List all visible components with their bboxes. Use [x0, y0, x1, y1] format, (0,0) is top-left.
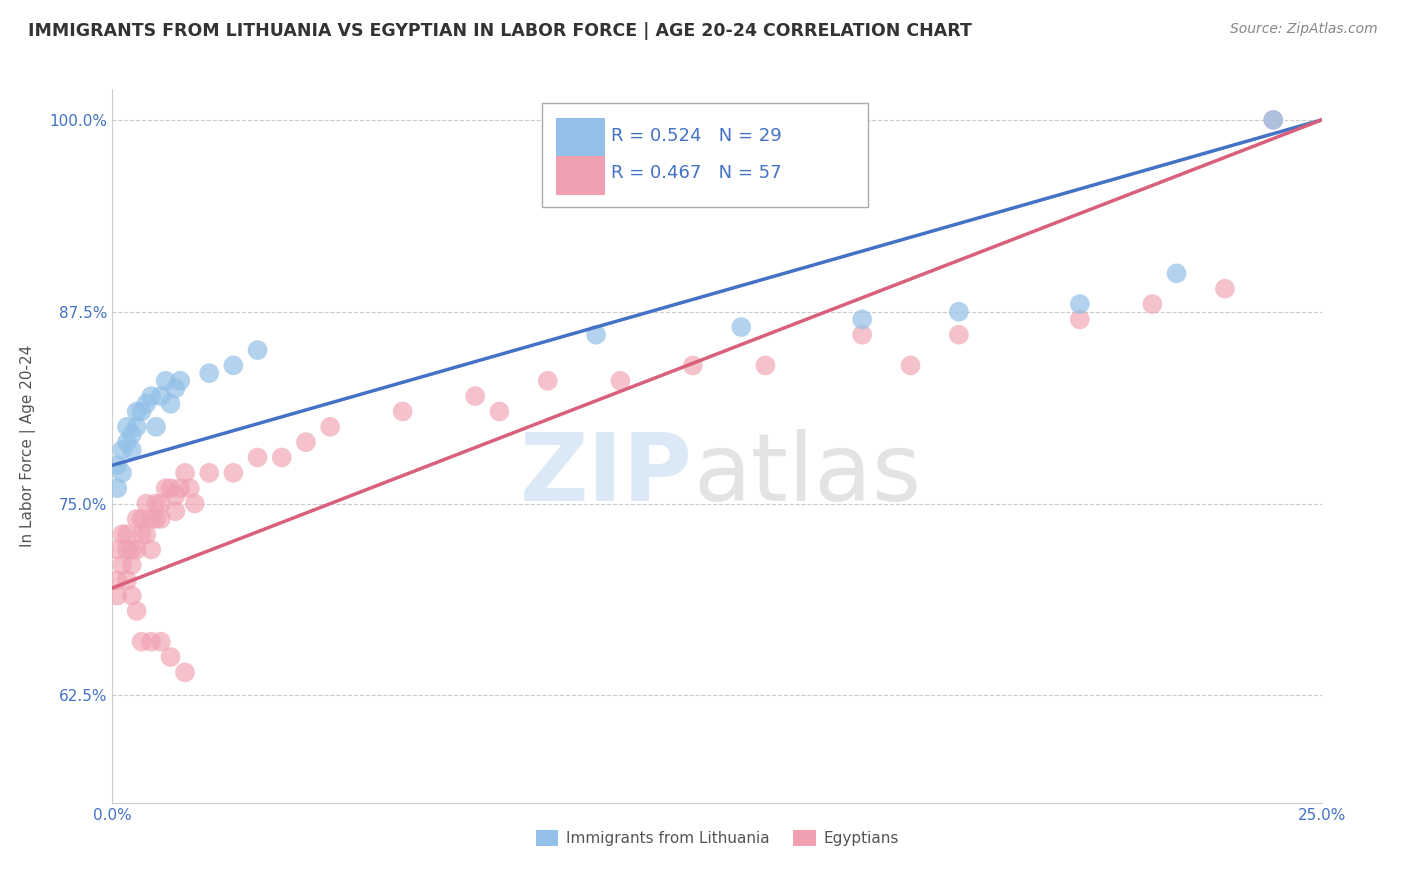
Point [1069, 312, 1091, 326]
Point [141, 512, 163, 526]
Point [149, 389, 172, 403]
Point [105, 574, 128, 588]
Point [155, 374, 177, 388]
Point [851, 312, 873, 326]
Point [145, 497, 167, 511]
Point [682, 359, 704, 373]
Point [222, 359, 245, 373]
Point [145, 512, 167, 526]
Point [149, 497, 172, 511]
Point [125, 604, 148, 618]
Point [159, 650, 181, 665]
FancyBboxPatch shape [541, 103, 868, 207]
Point [198, 466, 221, 480]
Point [135, 497, 157, 511]
Text: R = 0.467   N = 57: R = 0.467 N = 57 [610, 164, 782, 182]
Point [295, 435, 318, 450]
Point [488, 404, 510, 418]
Point [105, 458, 128, 473]
Point [464, 389, 486, 403]
Point [1166, 266, 1188, 280]
Point [105, 481, 128, 495]
Point [115, 574, 138, 588]
Text: IMMIGRANTS FROM LITHUANIA VS EGYPTIAN IN LABOR FORCE | AGE 20-24 CORRELATION CHA: IMMIGRANTS FROM LITHUANIA VS EGYPTIAN IN… [28, 22, 972, 40]
Point [159, 397, 181, 411]
Point [115, 527, 138, 541]
Legend: Immigrants from Lithuania, Egyptians: Immigrants from Lithuania, Egyptians [530, 824, 904, 852]
Point [125, 404, 148, 418]
Point [165, 381, 187, 395]
Point [179, 481, 201, 495]
Point [754, 359, 776, 373]
Point [537, 374, 560, 388]
Point [125, 542, 148, 557]
Point [135, 397, 157, 411]
Point [948, 304, 970, 318]
Point [149, 634, 172, 648]
Point [174, 665, 197, 680]
Point [246, 450, 269, 465]
Point [111, 442, 134, 457]
Point [1069, 297, 1091, 311]
Point [948, 327, 970, 342]
Point [111, 466, 134, 480]
Point [169, 374, 191, 388]
Point [1263, 112, 1285, 127]
Point [730, 320, 752, 334]
Point [391, 404, 413, 418]
Point [141, 542, 163, 557]
Point [1213, 282, 1236, 296]
Point [159, 481, 181, 495]
Point [149, 512, 172, 526]
Point [851, 327, 873, 342]
FancyBboxPatch shape [557, 155, 605, 194]
Point [222, 466, 245, 480]
Point [270, 450, 292, 465]
Point [135, 527, 157, 541]
Text: Source: ZipAtlas.com: Source: ZipAtlas.com [1230, 22, 1378, 37]
FancyBboxPatch shape [557, 118, 605, 157]
Point [115, 435, 138, 450]
Point [131, 404, 153, 418]
Point [141, 389, 163, 403]
Point [115, 419, 138, 434]
Point [183, 497, 205, 511]
Point [198, 366, 221, 380]
Point [174, 466, 197, 480]
Point [165, 489, 187, 503]
Point [1263, 112, 1285, 127]
Point [121, 442, 143, 457]
Point [121, 427, 143, 442]
Point [900, 359, 922, 373]
Point [319, 419, 342, 434]
Point [585, 327, 607, 342]
Point [145, 419, 167, 434]
Y-axis label: In Labor Force | Age 20-24: In Labor Force | Age 20-24 [20, 345, 35, 547]
Point [105, 589, 128, 603]
Point [105, 542, 128, 557]
Point [131, 634, 153, 648]
Point [1142, 297, 1164, 311]
Point [121, 542, 143, 557]
Point [131, 512, 153, 526]
Point [111, 558, 134, 572]
Point [246, 343, 269, 357]
Point [141, 634, 163, 648]
Point [121, 558, 143, 572]
Point [115, 542, 138, 557]
Point [125, 512, 148, 526]
Text: R = 0.524   N = 29: R = 0.524 N = 29 [610, 127, 782, 145]
Point [111, 527, 134, 541]
Point [125, 419, 148, 434]
Point [155, 481, 177, 495]
Point [131, 527, 153, 541]
Text: ZIP: ZIP [520, 428, 693, 521]
Text: atlas: atlas [693, 428, 921, 521]
Point [121, 589, 143, 603]
Point [169, 481, 191, 495]
Point [165, 504, 187, 518]
Point [609, 374, 631, 388]
